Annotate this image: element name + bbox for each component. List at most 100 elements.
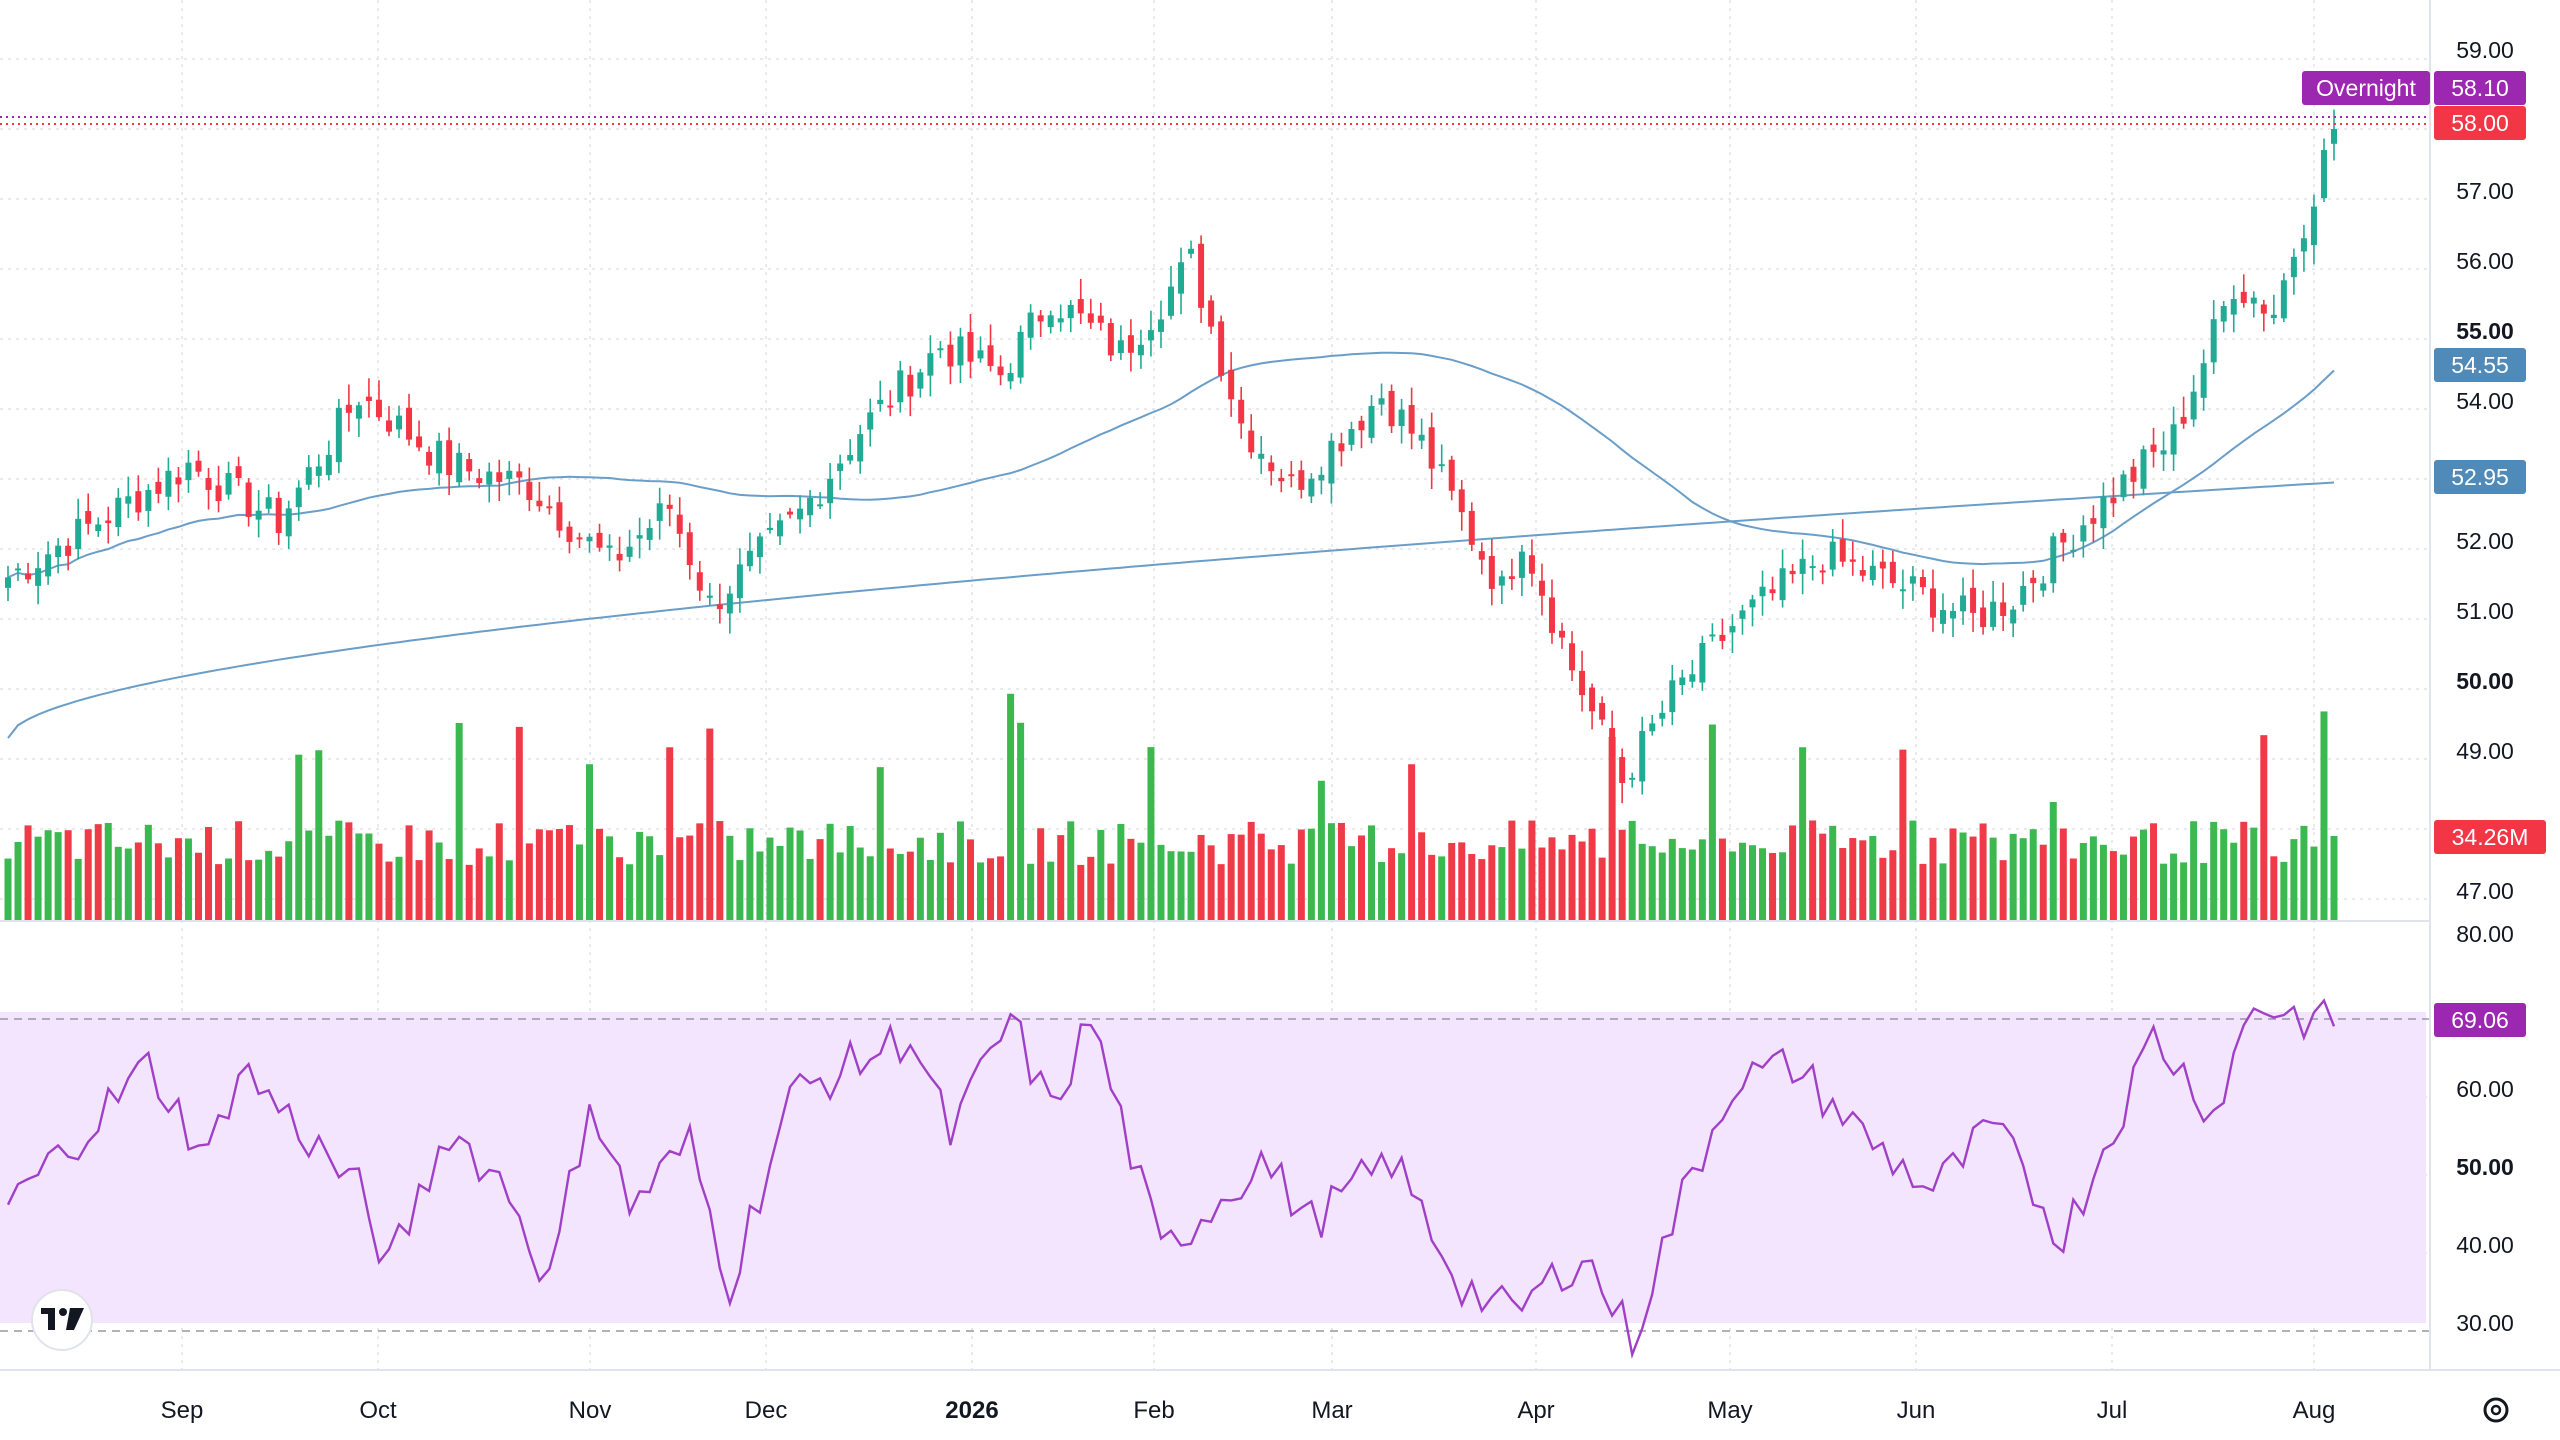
candle-body bbox=[536, 500, 543, 507]
volume-bar bbox=[475, 848, 483, 920]
candle-body bbox=[1589, 687, 1596, 712]
candle bbox=[2210, 300, 2217, 374]
settings-gear-icon[interactable] bbox=[2483, 1397, 2509, 1423]
ma-slow-label-background bbox=[2434, 460, 2526, 494]
volume-bar bbox=[325, 835, 333, 920]
tradingview-logo-icon[interactable] bbox=[31, 1289, 93, 1351]
candle-body bbox=[1248, 430, 1255, 453]
volume-bar bbox=[2009, 833, 2017, 920]
volume-bar bbox=[1919, 863, 1927, 920]
candle-body bbox=[25, 573, 32, 580]
volume-bar bbox=[84, 829, 92, 920]
candle bbox=[1047, 310, 1054, 334]
candle-body bbox=[1548, 597, 1555, 633]
volume-bar bbox=[345, 822, 353, 920]
volume-bar bbox=[1087, 856, 1095, 920]
candle bbox=[245, 478, 252, 527]
rsi-axis[interactable]: 80.00 60.00 50.00 40.00 30.00 bbox=[2456, 921, 2514, 1336]
candle-body bbox=[1679, 677, 1686, 685]
candle-body bbox=[295, 487, 302, 508]
price-axis[interactable]: 59.00 57.00 56.00 55.00 54.00 52.00 51.0… bbox=[2456, 37, 2514, 904]
candle-body bbox=[927, 353, 934, 376]
candle bbox=[2020, 571, 2027, 612]
volume-bar bbox=[1708, 724, 1716, 920]
time-axis[interactable]: Sep Oct Nov Dec 2026 Feb Mar Apr May Jun… bbox=[161, 1397, 2336, 1424]
candle bbox=[546, 495, 553, 515]
volume-bar bbox=[174, 838, 182, 920]
candle bbox=[1208, 295, 1215, 334]
candle bbox=[2040, 576, 2047, 597]
volume-bar bbox=[1638, 843, 1646, 920]
candle bbox=[175, 467, 182, 503]
candle bbox=[857, 424, 864, 474]
volume-bar bbox=[1007, 693, 1015, 920]
candle bbox=[626, 529, 633, 562]
candle bbox=[2030, 570, 2037, 603]
volume-bar bbox=[44, 830, 52, 920]
candle-body bbox=[656, 503, 663, 521]
candle-body bbox=[436, 440, 443, 474]
volume-bar bbox=[2079, 842, 2087, 920]
volume-bar bbox=[1207, 845, 1215, 920]
candle bbox=[1398, 398, 1405, 444]
volume-bar bbox=[1217, 864, 1225, 920]
candle bbox=[1829, 529, 1836, 577]
volume-bar bbox=[586, 764, 593, 920]
candle-body bbox=[1789, 570, 1796, 575]
candle-body bbox=[1238, 399, 1245, 424]
candle bbox=[1629, 772, 1636, 788]
candle bbox=[2150, 427, 2157, 468]
volume-bar bbox=[2310, 846, 2318, 920]
candle bbox=[1919, 569, 1926, 595]
candle-body bbox=[2230, 298, 2237, 315]
candle-body bbox=[1037, 315, 1044, 322]
volume-bar bbox=[1347, 846, 1355, 920]
candle-body bbox=[215, 485, 222, 501]
candle bbox=[145, 484, 152, 527]
volume-bar bbox=[1578, 841, 1586, 920]
volume-bar bbox=[2280, 861, 2288, 920]
candle-body bbox=[1980, 607, 1987, 628]
candle-body bbox=[205, 477, 212, 490]
candle-body bbox=[1378, 398, 1385, 405]
volume-bar bbox=[2069, 858, 2077, 920]
volume-bar bbox=[726, 835, 734, 920]
candle bbox=[2130, 458, 2137, 499]
volume-bar bbox=[1267, 849, 1275, 920]
volume-bar bbox=[866, 856, 874, 920]
candle-body bbox=[1669, 680, 1676, 713]
candle bbox=[766, 512, 773, 534]
candle-body bbox=[75, 518, 82, 550]
candle bbox=[1699, 635, 1706, 691]
volume-bar bbox=[2230, 842, 2238, 920]
candle bbox=[1298, 460, 1305, 499]
candle bbox=[1077, 278, 1084, 324]
volume-bar bbox=[1789, 825, 1797, 920]
volume-bar bbox=[1438, 856, 1446, 920]
candle bbox=[726, 585, 733, 634]
candle-body bbox=[1508, 576, 1515, 580]
volume-bar bbox=[1769, 853, 1777, 920]
volume-bar bbox=[1759, 848, 1767, 920]
volume-bar bbox=[856, 847, 864, 920]
candle bbox=[1569, 631, 1576, 682]
candle-body bbox=[1388, 390, 1395, 427]
ma-slow-value: 52.95 bbox=[2451, 464, 2509, 490]
volume-bar bbox=[646, 836, 654, 920]
volume-bar bbox=[1648, 846, 1656, 920]
candle bbox=[1087, 298, 1094, 329]
candle-body bbox=[1749, 599, 1756, 608]
candle bbox=[2190, 375, 2197, 427]
volume-bar bbox=[2210, 821, 2218, 920]
candle bbox=[235, 456, 242, 486]
candle-body bbox=[1819, 570, 1826, 573]
candle bbox=[1238, 386, 1245, 439]
volume-bar bbox=[2099, 844, 2107, 920]
candle bbox=[1980, 590, 1987, 635]
candle bbox=[1157, 300, 1164, 349]
candle-body bbox=[1719, 634, 1726, 641]
volume-bar bbox=[2320, 711, 2328, 920]
volume-bar bbox=[916, 837, 924, 920]
candle bbox=[335, 398, 342, 474]
